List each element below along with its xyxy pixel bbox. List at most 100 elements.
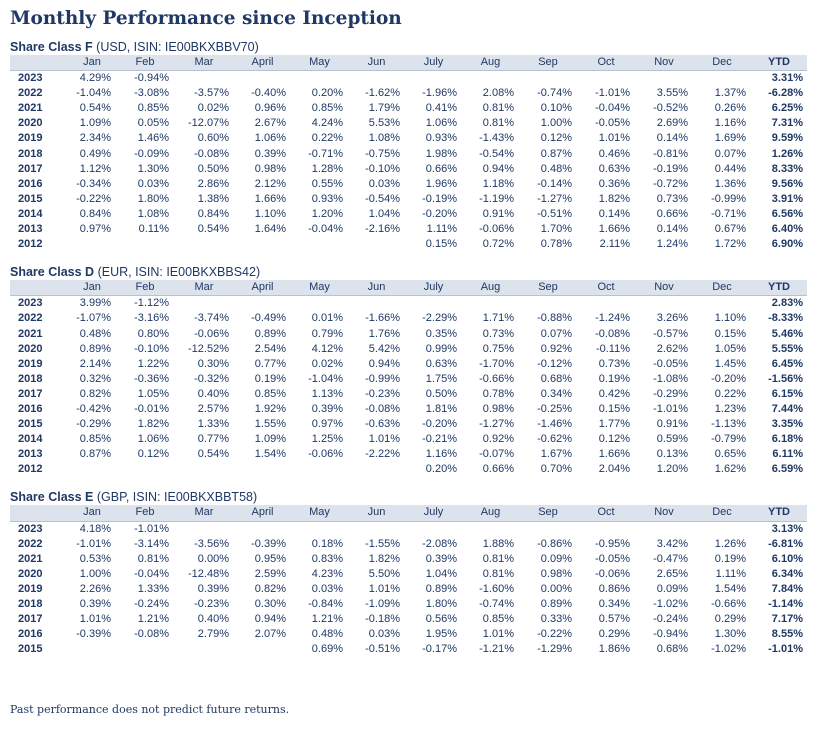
year-cell: 2014: [18, 433, 43, 446]
ytd-cell: 3.13%: [771, 522, 803, 535]
month-value-cell: 1.08%: [137, 207, 169, 220]
month-value-cell: 0.15%: [714, 327, 746, 340]
month-value-cell: 0.66%: [482, 463, 514, 476]
month-value-cell: 0.03%: [137, 177, 169, 190]
column-header-oct: Oct: [577, 55, 635, 72]
month-value-cell: -0.99%: [365, 372, 400, 385]
month-value-cell: 2.08%: [482, 87, 514, 100]
share-class-f-details: (USD, ISIN: IE00BKXBBV70): [96, 40, 259, 54]
table-row: 2023 3.99% -1.12% 2.83%: [10, 296, 807, 312]
table-row: 2019 2.26% 1.33% 0.39% 0.82% 0.03% 1.01% 0.89% -…: [10, 582, 807, 597]
month-value-cell: -0.20%: [422, 207, 457, 220]
share-class-e-title: Share Class E (GBP, ISIN: IE00BKXBBT58): [10, 489, 807, 505]
share-class-d-name: Share Class D: [10, 265, 95, 280]
month-value-cell: 0.00%: [197, 552, 229, 565]
month-value-cell: 0.53%: [79, 552, 111, 565]
month-value-cell: 0.19%: [714, 552, 746, 565]
month-value-cell: [234, 71, 291, 87]
column-header-aug: Aug: [462, 505, 519, 522]
month-value-cell: 1.67%: [540, 448, 572, 461]
month-value-cell: 0.50%: [425, 387, 457, 400]
month-value-cell: -1.27%: [479, 418, 514, 431]
year-cell: 2015: [18, 192, 43, 205]
year-cell: 2019: [18, 132, 43, 145]
month-value-cell: 0.98%: [540, 567, 572, 580]
month-value-cell: 2.12%: [254, 177, 286, 190]
year-cell: 2015: [18, 418, 43, 431]
month-value-cell: -0.32%: [194, 372, 229, 385]
month-value-cell: [519, 296, 577, 312]
month-value-cell: 1.22%: [137, 357, 169, 370]
month-value-cell: 0.87%: [79, 448, 111, 461]
share-class-f-name: Share Class F: [10, 40, 93, 54]
month-value-cell: 4.12%: [311, 342, 343, 355]
month-value-cell: 0.29%: [598, 628, 630, 641]
month-value-cell: -0.08%: [194, 147, 229, 160]
column-header-april: April: [234, 280, 291, 297]
year-column-header: [10, 280, 68, 297]
month-value-cell: 0.13%: [656, 448, 688, 461]
month-value-cell: -1.07%: [76, 312, 111, 325]
month-value-cell: -1.96%: [422, 87, 457, 100]
month-value-cell: 1.62%: [714, 463, 746, 476]
month-value-cell: 0.01%: [311, 312, 343, 325]
column-header-may: May: [291, 280, 348, 297]
month-value-cell: [116, 642, 174, 657]
month-value-cell: -12.48%: [188, 567, 229, 580]
month-value-cell: -0.99%: [711, 192, 746, 205]
month-value-cell: 1.33%: [137, 582, 169, 595]
month-value-cell: 0.92%: [540, 342, 572, 355]
month-value-cell: 1.54%: [714, 582, 746, 595]
column-header-aug: Aug: [462, 55, 519, 72]
month-value-cell: 1.88%: [482, 537, 514, 550]
share-class-f-table: Jan Feb Mar April May Jun July Aug Sep Oct Nov Dec Y…: [10, 55, 807, 252]
ytd-cell: 6.45%: [771, 357, 803, 370]
month-value-cell: 0.67%: [714, 223, 746, 236]
year-cell: 2015: [18, 643, 43, 656]
table-row: 2012 0.15% 0.72% 0.78% 2.11% 1.24% 1.72% 6.90%: [10, 237, 807, 252]
month-value-cell: 1.05%: [137, 387, 169, 400]
month-value-cell: 5.53%: [368, 117, 400, 130]
month-value-cell: 0.82%: [254, 582, 286, 595]
month-value-cell: -12.07%: [188, 117, 229, 130]
month-value-cell: 0.49%: [79, 147, 111, 160]
month-value-cell: -1.46%: [537, 418, 572, 431]
month-value-cell: 1.86%: [598, 643, 630, 656]
month-value-cell: [405, 71, 462, 87]
month-value-cell: -0.86%: [537, 537, 572, 550]
month-value-cell: 0.94%: [368, 357, 400, 370]
month-value-cell: 0.54%: [197, 223, 229, 236]
month-value-cell: 0.81%: [482, 552, 514, 565]
month-value-cell: 0.70%: [540, 463, 572, 476]
ytd-cell: 6.90%: [771, 238, 803, 251]
month-value-cell: -0.79%: [711, 433, 746, 446]
year-cell: 2012: [18, 463, 43, 476]
month-value-cell: 0.39%: [79, 598, 111, 610]
month-value-cell: 2.11%: [599, 238, 630, 251]
month-value-cell: 1.80%: [425, 598, 457, 610]
month-value-cell: -0.19%: [653, 162, 688, 175]
month-value-cell: [68, 642, 116, 657]
month-value-cell: 0.00%: [540, 582, 572, 595]
month-value-cell: 0.68%: [656, 643, 688, 656]
share-class-e-name: Share Class E: [10, 490, 94, 505]
month-value-cell: -3.14%: [134, 537, 169, 550]
month-value-cell: 0.48%: [79, 327, 111, 340]
month-value-cell: 0.60%: [197, 132, 229, 145]
month-value-cell: 0.91%: [482, 207, 514, 220]
month-value-cell: -1.43%: [479, 132, 514, 145]
column-header-dec: Dec: [693, 505, 751, 522]
month-value-cell: -1.01%: [653, 402, 688, 415]
month-value-cell: 0.96%: [254, 102, 286, 115]
month-value-cell: 1.64%: [254, 223, 286, 236]
column-header-ytd: YTD: [751, 55, 807, 72]
month-value-cell: -0.39%: [76, 628, 111, 641]
page-title: Monthly Performance since Inception: [10, 8, 402, 29]
month-value-cell: [291, 462, 348, 477]
month-value-cell: 0.39%: [197, 582, 229, 595]
month-value-cell: 0.09%: [656, 582, 688, 595]
month-value-cell: 0.65%: [714, 448, 746, 461]
table-row: 2023 4.18% -1.01% 3.13%: [10, 521, 807, 537]
month-value-cell: 0.22%: [311, 132, 343, 145]
month-value-cell: 0.54%: [197, 448, 229, 461]
